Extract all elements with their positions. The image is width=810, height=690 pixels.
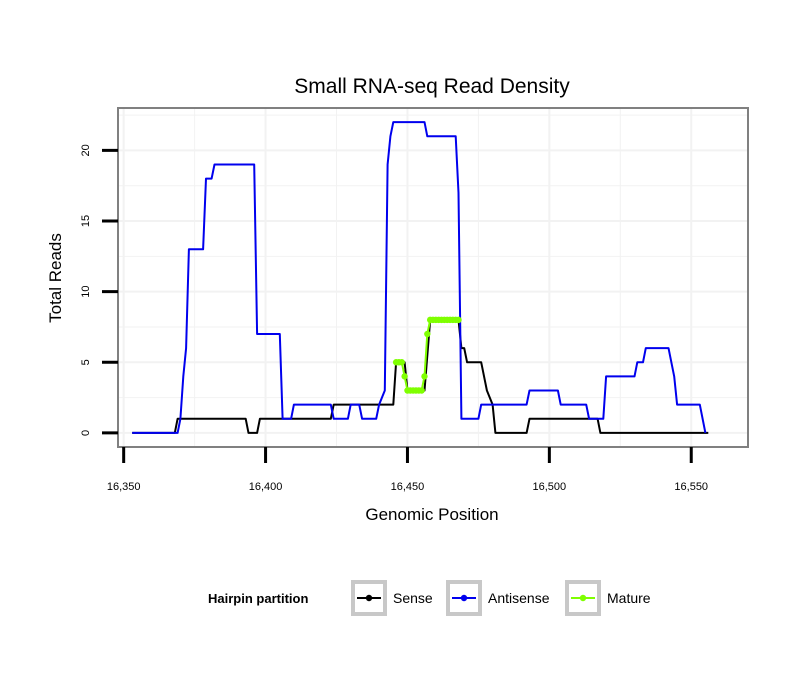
y-tick-label: 5 <box>80 359 92 365</box>
legend-marker-antisense <box>460 594 468 602</box>
data-point-mature <box>401 373 408 380</box>
y-tick-label: 0 <box>80 430 92 436</box>
y-tick-label: 20 <box>80 144 92 156</box>
data-point-mature <box>418 387 425 394</box>
x-tick-label: 16,400 <box>249 481 283 493</box>
x-tick-label: 16,350 <box>107 481 141 493</box>
legend: Hairpin partition Sense Antisense Mature <box>208 580 651 616</box>
legend-label-mature: Mature <box>607 590 651 606</box>
x-tick-label: 16,550 <box>674 481 708 493</box>
series-line-sense <box>132 318 709 434</box>
series-line-antisense <box>132 121 707 434</box>
y-tick-label: 15 <box>80 215 92 227</box>
legend-marker-sense <box>365 594 373 602</box>
y-axis-title: Total Reads <box>46 233 65 323</box>
grid <box>118 108 748 447</box>
plot-area <box>118 108 748 447</box>
legend-marker-mature <box>579 594 587 602</box>
legend-label-sense: Sense <box>393 590 433 606</box>
data-point-mature <box>424 330 431 338</box>
legend-title: Hairpin partition <box>208 591 308 606</box>
legend-label-antisense: Antisense <box>488 590 550 606</box>
y-tick-label: 10 <box>80 286 92 298</box>
chart-title: Small RNA-seq Read Density <box>294 75 570 98</box>
x-axis-title: Genomic Position <box>365 505 498 524</box>
x-tick-label: 16,500 <box>533 481 567 493</box>
plot-border <box>117 107 749 448</box>
data-point-mature <box>398 359 405 366</box>
data-point-mature <box>421 373 428 380</box>
x-tick-label: 16,450 <box>391 481 425 493</box>
data-point-mature <box>455 316 462 324</box>
